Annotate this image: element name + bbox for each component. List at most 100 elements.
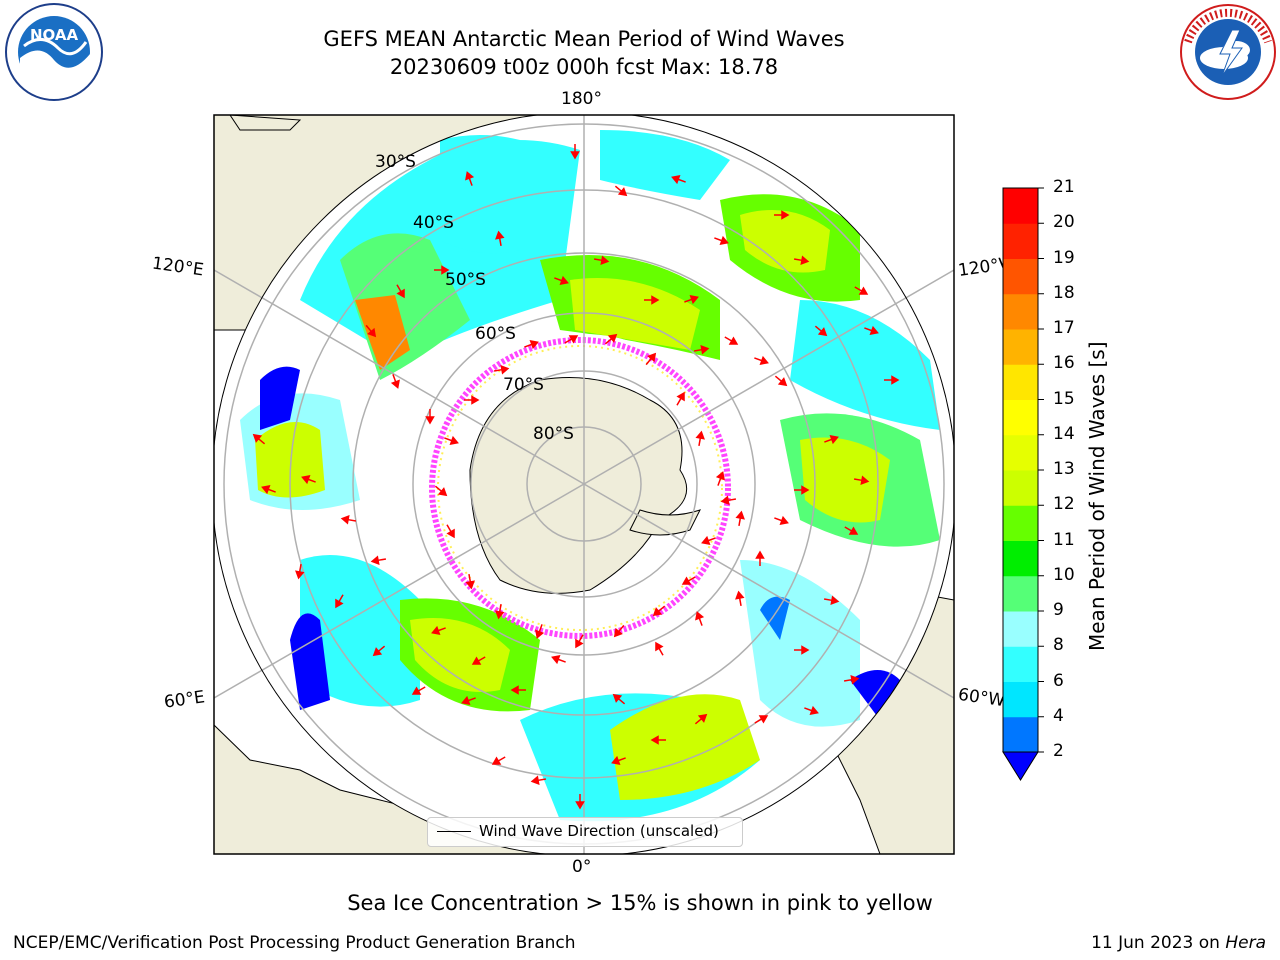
wave-direction-arrow [554,275,569,285]
wave-direction-arrow [444,435,459,445]
colorbar-tick-label: 16 [1053,353,1075,374]
colorbar-segment [1003,540,1038,577]
colorbar-tick-label: 18 [1053,282,1075,303]
colorbar-tick-label: 10 [1053,564,1075,585]
wave-direction-arrow [824,435,839,445]
sea-ice-note: Sea Ice Concentration > 15% is shown in … [347,891,933,915]
wave-direction-arrow [650,735,666,745]
wave-direction-arrow [774,210,790,220]
wave-direction-arrow [295,563,305,580]
wave-direction-arrow [564,335,579,344]
colorbar-tick-label: 19 [1053,247,1075,268]
wave-direction-arrow [604,333,618,345]
wave-direction-arrow [720,495,737,505]
wave-direction-arrow [844,526,859,535]
wave-direction-arrow [884,375,900,385]
wave-direction-arrow [434,265,450,275]
wave-direction-arrow [804,705,819,715]
colorbar-tick-label: 12 [1053,494,1075,515]
wave-direction-arrow [644,295,660,305]
wave-direction-arrow [372,645,386,657]
wave-direction-arrow [524,340,539,350]
wave-direction-arrow [676,391,685,406]
colorbar-segment [1003,575,1038,612]
colorbar-tick-label: 15 [1053,388,1075,409]
colorbar-tick-label: 6 [1053,670,1064,691]
colorbar-tick-label: 4 [1053,705,1064,726]
lat-label-40s: 40°S [413,213,454,233]
wave-direction-arrow [465,171,475,186]
wave-direction-arrow [843,675,860,685]
wave-direction-arrow [613,624,625,638]
lat-label-50s: 50°S [445,270,486,290]
wave-direction-arrow [614,185,628,197]
wave-direction-arrow [671,175,686,185]
wave-direction-arrow [575,634,584,649]
map-frame [213,114,955,855]
wave-direction-arrow [491,756,506,765]
colorbar-tick-label: 9 [1053,600,1064,620]
colorbar-segment [1003,505,1038,541]
legend-label: Wind Wave Direction (unscaled) [479,822,719,840]
wave-direction-arrow [755,550,765,566]
wave-direction-arrow [434,485,448,497]
wave-direction-arrow [684,295,699,305]
wave-direction-arrow [715,471,725,486]
lon-label-0: 0° [572,857,592,877]
wave-direction-arrow [774,375,788,387]
wave-direction-arrow [735,590,745,607]
wave-direction-arrow [774,515,789,525]
wave-direction-arrow [335,594,344,609]
wave-direction-arrow [754,715,769,724]
wave-direction-arrow [794,645,810,655]
colorbar-tick-label: 8 [1053,635,1064,656]
wave-direction-arrow [340,515,357,525]
colorbar-tick-label: 17 [1053,318,1075,338]
wave-direction-arrow [495,603,505,620]
colorbar-segment [1003,646,1038,682]
colorbar [1002,187,1044,781]
legend-line-swatch [437,831,471,832]
wave-direction-arrow [655,641,664,656]
wave-direction-arrow [854,286,869,295]
wave-direction-arrow [694,713,708,725]
wave-direction-arrow [425,409,435,425]
wave-direction-arrow [495,230,505,247]
wave-direction-arrow [695,611,705,626]
lat-label-60s: 60°S [475,324,516,344]
wave-direction-arrow [510,685,526,695]
wave-direction-arrow [853,475,870,485]
nws-logo [1180,4,1276,100]
wave-direction-arrow [390,374,400,389]
wave-direction-arrow [530,775,547,785]
wave-direction-arrow [471,656,486,665]
wave-direction-arrow [411,686,426,695]
wave-direction-arrow [461,695,476,705]
wave-direction-arrow [701,535,716,545]
wave-direction-arrow [652,605,666,617]
wave-direction-arrow [370,555,387,565]
colorbar-segment [1003,258,1038,295]
colorbar-segment [1003,470,1038,506]
wave-direction-arrow [714,235,729,245]
noaa-logo: NOAA [5,3,103,101]
wave-direction-arrow [465,573,475,590]
wave-direction-arrow [823,595,840,605]
colorbar-segment [1003,399,1038,436]
wave-direction-arrow [446,524,455,539]
wave-direction-arrow [645,352,657,366]
wave-direction-arrow [724,336,739,345]
colorbar-tick-label: 11 [1053,529,1075,550]
lat-label-80s: 80°S [533,424,574,444]
lon-label-180: 180° [561,89,602,109]
colorbar-tick-label: 2 [1053,741,1064,761]
wave-direction-arrow [252,433,266,445]
colorbar-segment [1003,329,1038,365]
colorbar-tick-label: 21 [1053,177,1075,197]
wave-direction-arrow [864,325,879,335]
colorbar-label: Mean Period of Wind Waves [s] [1085,341,1109,651]
lat-label-70s: 70°S [503,375,544,395]
wave-direction-arrow [681,576,696,585]
colorbar-segment [1003,611,1038,647]
